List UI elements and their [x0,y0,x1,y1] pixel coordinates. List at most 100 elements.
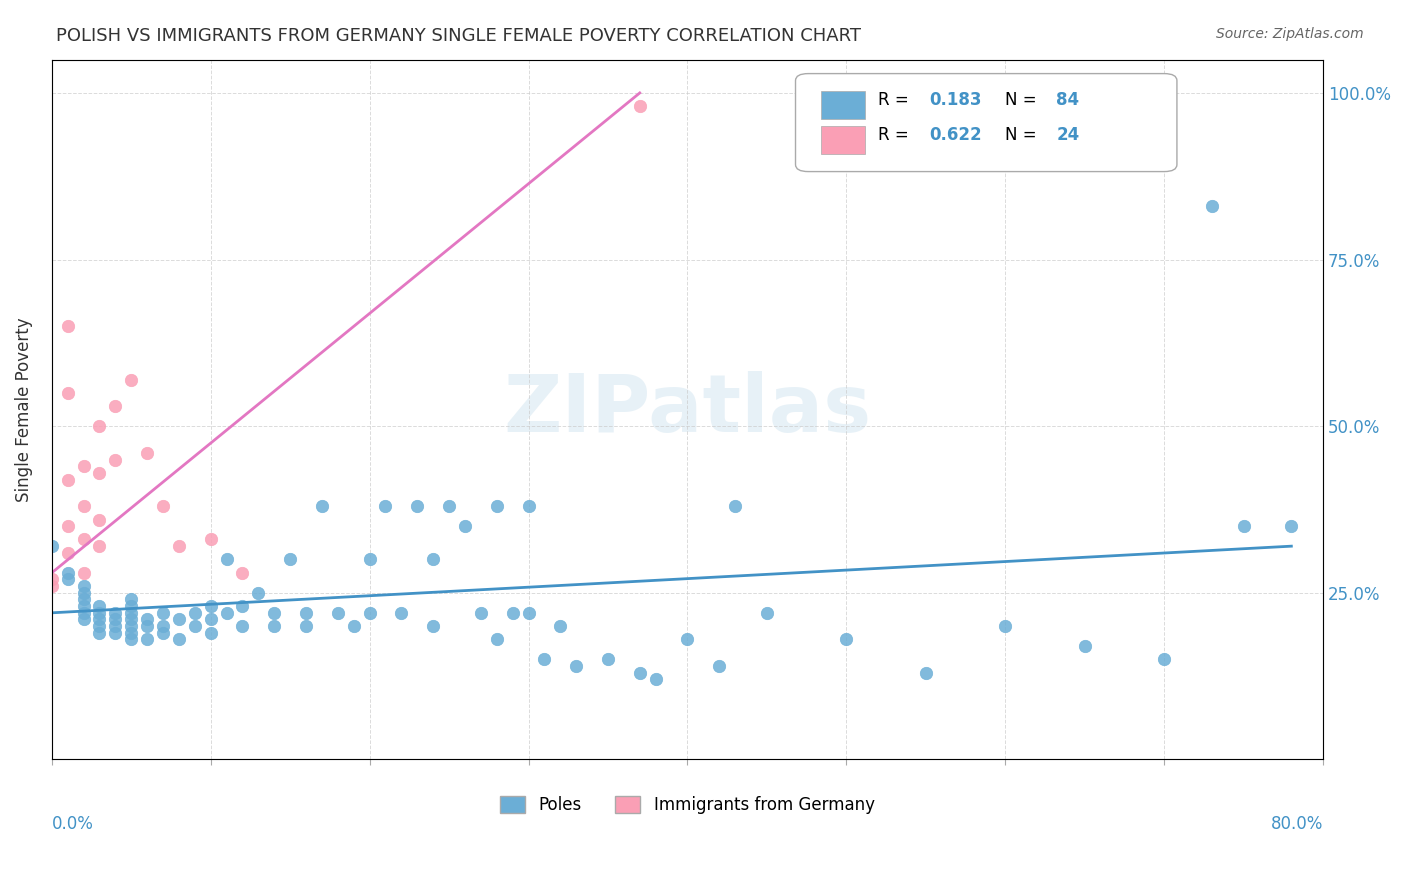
Point [295,606,318,620]
Point [152,619,174,633]
Point [200,625,222,640]
Point [389,606,412,620]
Point [72,566,94,580]
Point [72,533,94,547]
Point [628,99,651,113]
Point [517,499,540,513]
Text: POLISH VS IMMIGRANTS FROM GERMANY SINGLE FEMALE POVERTY CORRELATION CHART: POLISH VS IMMIGRANTS FROM GERMANY SINGLE… [56,27,862,45]
Point [89,619,111,633]
Point [56,473,79,487]
Point [136,446,159,460]
Point [41,579,63,593]
Point [709,659,731,673]
Point [89,599,111,614]
Point [104,399,127,413]
Point [755,606,778,620]
Point [231,619,253,633]
Point [89,512,111,526]
Point [200,599,222,614]
Text: N =: N = [1005,91,1042,109]
Point [295,619,318,633]
Point [231,599,253,614]
Point [41,573,63,587]
Point [72,579,94,593]
Point [136,612,159,626]
Text: R =: R = [879,91,914,109]
Point [550,619,572,633]
Point [167,539,190,553]
FancyBboxPatch shape [821,91,866,120]
Point [89,539,111,553]
Point [676,632,699,647]
Point [359,552,381,566]
Point [278,552,301,566]
Point [104,625,127,640]
Text: ZIPatlas: ZIPatlas [503,370,872,449]
Point [1233,519,1256,533]
Point [72,499,94,513]
Point [89,466,111,480]
Point [167,632,190,647]
Point [628,665,651,680]
Point [215,552,238,566]
Point [104,619,127,633]
Point [406,499,429,513]
Text: N =: N = [1005,126,1042,145]
Point [311,499,333,513]
Y-axis label: Single Female Poverty: Single Female Poverty [15,318,32,502]
Text: R =: R = [879,126,914,145]
Point [104,612,127,626]
Point [374,499,396,513]
Point [104,452,127,467]
Point [120,625,142,640]
Point [152,499,174,513]
Point [359,606,381,620]
Point [56,566,79,580]
Point [343,619,366,633]
Point [72,599,94,614]
Point [247,586,270,600]
Point [56,319,79,334]
Legend: Poles, Immigrants from Germany: Poles, Immigrants from Germany [494,789,882,822]
Point [56,519,79,533]
Point [120,612,142,626]
Point [167,612,190,626]
Point [89,625,111,640]
Text: Source: ZipAtlas.com: Source: ZipAtlas.com [1216,27,1364,41]
FancyBboxPatch shape [796,74,1177,171]
Point [437,499,460,513]
Point [835,632,858,647]
Point [152,625,174,640]
FancyBboxPatch shape [821,126,866,154]
Point [41,539,63,553]
Point [56,385,79,400]
Point [120,619,142,633]
Point [914,665,936,680]
Point [470,606,492,620]
Point [231,566,253,580]
Point [596,652,619,666]
Text: 84: 84 [1056,91,1080,109]
Point [200,533,222,547]
Point [72,459,94,474]
Point [120,592,142,607]
Point [104,606,127,620]
Text: 0.622: 0.622 [929,126,981,145]
Point [136,619,159,633]
Point [1279,519,1302,533]
Point [1074,639,1097,653]
Point [422,619,444,633]
Point [502,606,524,620]
Point [454,519,477,533]
Text: 24: 24 [1056,126,1080,145]
Point [565,659,588,673]
Point [72,592,94,607]
Point [517,606,540,620]
Text: 80.0%: 80.0% [1271,815,1323,833]
Point [485,499,508,513]
Point [533,652,555,666]
Point [994,619,1017,633]
Point [136,632,159,647]
Text: 0.0%: 0.0% [52,815,94,833]
Point [644,673,666,687]
